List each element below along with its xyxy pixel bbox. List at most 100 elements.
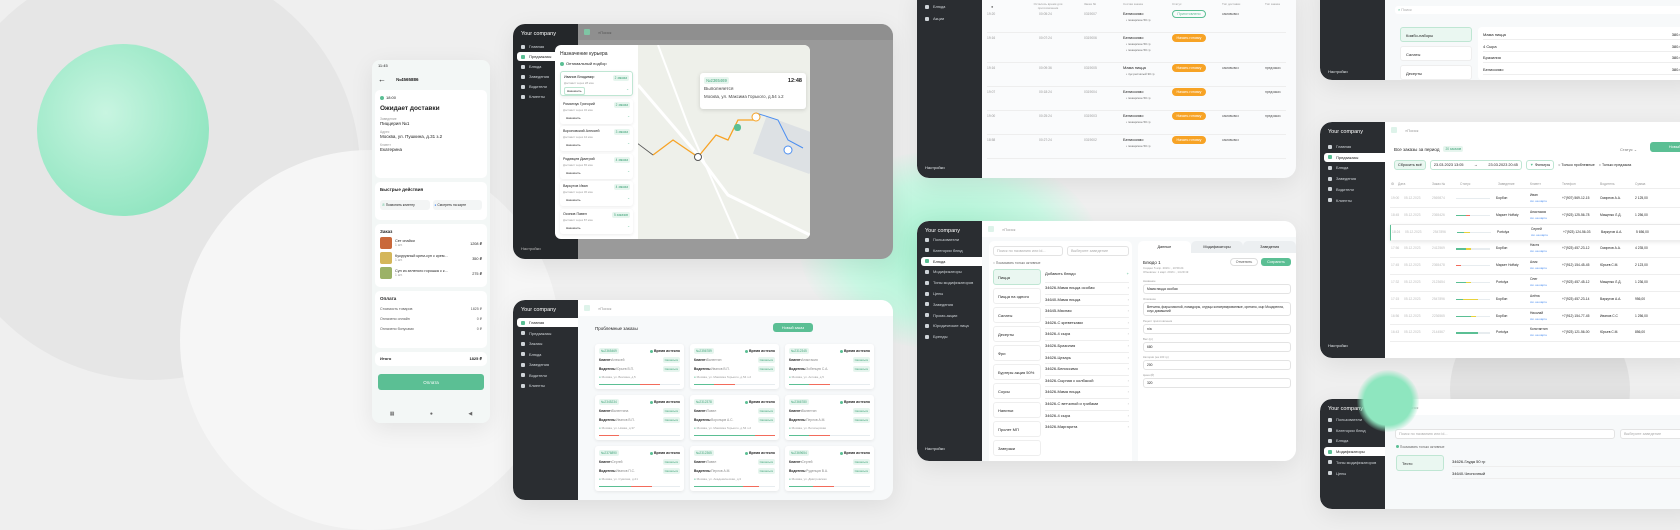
back-nav-icon[interactable]: ◀	[468, 411, 473, 417]
field-input[interactable]: 320	[1143, 378, 1291, 388]
contact-button[interactable]: Связаться	[852, 459, 870, 465]
settings-link[interactable]: Настройки	[521, 246, 541, 251]
assign-button[interactable]: Назначить	[563, 168, 584, 177]
dish-item[interactable]: 34626-4 сыра ›	[1045, 328, 1129, 336]
sidebar-item[interactable]: Цены	[1324, 469, 1385, 478]
map[interactable]: №2365469 12:48 Выполняется Москва, ул. Ма…	[617, 45, 810, 239]
column-header[interactable]: Дата	[1398, 182, 1406, 186]
contact-button[interactable]: Связаться	[757, 459, 775, 465]
combo-search[interactable]: ⌕ Поиск	[1395, 6, 1680, 14]
map-link[interactable]: см. на карте	[1530, 333, 1548, 338]
sidebar-item[interactable]: Водители	[517, 371, 578, 380]
contact-button[interactable]: Связаться	[662, 459, 680, 465]
start-cooking-button[interactable]: Начать готовку	[1172, 112, 1206, 120]
assign-button[interactable]: Назначить	[564, 87, 585, 95]
settings-link[interactable]: Настройки	[1328, 69, 1348, 74]
table-row[interactable]: 17:15 05.12.2023 2547896 Борбон Алёна см. на …	[1390, 292, 1680, 309]
search-input[interactable]: Поиск	[1004, 226, 1016, 232]
assign-button[interactable]: Назначить	[563, 113, 584, 122]
problem-order-card[interactable]: №2356789 Время истекло Клиент:Валентин Связ…	[690, 344, 779, 389]
category-item[interactable]: Бургеры акция 50%	[993, 364, 1041, 380]
problem-order-card[interactable]: №2345234 Время истекло Клиент:Валентина Свя…	[595, 395, 684, 440]
contact-button[interactable]: Связаться	[852, 417, 870, 423]
column-header[interactable]: Телефон	[1562, 182, 1576, 186]
dish-item[interactable]: 34640-Мама пицца ›	[1045, 293, 1129, 302]
new-order-button[interactable]: Новый заказ	[1650, 142, 1680, 152]
contact-button[interactable]: Связаться	[662, 468, 680, 474]
expand-icon[interactable]: ⌄	[627, 223, 630, 228]
call-client-button[interactable]: ✆ Позвонить клиенту	[380, 200, 430, 210]
sidebar-item[interactable]: Заведения	[1324, 174, 1385, 183]
sidebar-item[interactable]: Блюда	[1324, 436, 1385, 445]
sidebar-item[interactable]: Предзаказы	[1324, 152, 1385, 162]
date-range-input[interactable]: 23.03.2023 13:05 → 23.03.2023 20:45	[1429, 160, 1522, 170]
map-link[interactable]: см. на карте	[1530, 299, 1548, 304]
table-row[interactable]: 17:45 05.12.2023 2365478 Маркет Hoffaty Алик…	[1390, 258, 1680, 275]
field-input[interactable]: 680	[1143, 342, 1291, 352]
contact-button[interactable]: Связаться	[852, 366, 870, 372]
category-item[interactable]: Десерты	[993, 326, 1041, 342]
cancel-button[interactable]: Отменить	[1230, 258, 1258, 266]
expand-icon[interactable]: ⌄	[627, 113, 630, 118]
sidebar-item[interactable]: Цены	[921, 289, 982, 298]
category-item[interactable]: Напитки	[993, 402, 1041, 418]
optimal-toggle[interactable]: Оптимальный подбор	[560, 61, 607, 66]
tab-2[interactable]: Заведения	[1243, 241, 1296, 253]
dish-search-input[interactable]: Поиск по названию или id...	[993, 246, 1063, 256]
table-row[interactable]: 16:43 05.12.2023 2144567 Portolya Константин…	[1390, 325, 1680, 343]
reset-filters-button[interactable]: Сбросить всё	[1394, 160, 1426, 170]
map-link[interactable]: см. на карте	[1530, 215, 1548, 220]
sidebar-item[interactable]: Клиенты	[517, 92, 578, 101]
dish-item[interactable]: 34626-С креветками ›	[1045, 316, 1129, 325]
field-input[interactable]: Мама пицца особая	[1143, 284, 1291, 294]
table-row[interactable]: 19:00 05.12.2023 2569874 Борбон Иван см. на к…	[1390, 191, 1680, 208]
map-link[interactable]: см. на карте	[1530, 316, 1548, 321]
category-item[interactable]: Десерты	[1400, 65, 1472, 80]
dish-item[interactable]: 34645-Мясная ›	[1045, 305, 1129, 313]
courier-card[interactable]: Осипов Павел 5 заказов Доставит через 87 м…	[560, 208, 633, 234]
sidebar-item[interactable]: Категории блюд	[1324, 426, 1385, 435]
sidebar-item[interactable]: Типы модификаторов	[921, 278, 982, 287]
expand-icon[interactable]: ⌄	[626, 87, 629, 91]
category-item[interactable]: Пролет МП	[993, 421, 1041, 437]
sidebar-item[interactable]: Пользователи	[921, 235, 982, 244]
dish-item[interactable]: 34626-Цезарь ›	[1045, 351, 1129, 360]
map-link[interactable]: см. на карте	[1531, 232, 1549, 237]
expand-icon[interactable]: ⌄	[627, 196, 630, 200]
search-input[interactable]: Поиск	[1407, 127, 1419, 133]
column-header[interactable]: Статус	[1460, 182, 1471, 186]
search-input[interactable]: Поиск	[600, 29, 612, 35]
only-problem-checkbox[interactable]: ○ Только проблемные	[1558, 163, 1595, 167]
grid-icon[interactable]	[1391, 127, 1397, 133]
field-input[interactable]: Ветчина, фарш мясной, помидоры, огурцы к…	[1143, 302, 1291, 316]
category-item[interactable]: Тесто	[1396, 455, 1444, 471]
category-item[interactable]: Фри	[993, 345, 1041, 361]
sidebar-item[interactable]: Промо-акции	[921, 311, 982, 320]
modifier-item[interactable]: 34626-Гауда 50 гр	[1452, 459, 1680, 467]
contact-button[interactable]: Связаться	[757, 366, 775, 372]
dish-item[interactable]: 34626-С ветчиной и грибами ›	[1045, 398, 1129, 406]
sidebar-item[interactable]: Главная	[517, 42, 578, 51]
category-item[interactable]: Пицца	[993, 269, 1041, 285]
sidebar-item[interactable]: Блюда	[517, 62, 578, 71]
contact-button[interactable]: Связаться	[852, 468, 870, 474]
sidebar-item[interactable]: Пользователи	[1324, 415, 1385, 424]
contact-button[interactable]: Связаться	[662, 357, 680, 363]
dish-item[interactable]: 34626-Маргарита ›	[1045, 421, 1129, 429]
sidebar-item[interactable]: Клиенты	[517, 381, 578, 390]
contact-button[interactable]: Связаться	[852, 408, 870, 414]
active-only-checkbox[interactable]: ○ Показывать только активные	[993, 261, 1041, 265]
sidebar-item[interactable]: Главная	[1324, 142, 1385, 151]
table-row[interactable]: 17:56 05.12.2023 2412569 Борбон Настя см. на …	[1390, 241, 1680, 259]
company-switcher[interactable]: Your company	[925, 228, 960, 234]
expand-icon[interactable]: ⌄	[627, 141, 630, 145]
problem-order-card[interactable]: №2365469 Время истекло Клиент:Алексей Связа…	[595, 344, 684, 389]
start-cooking-button[interactable]: Начать готовку	[1172, 88, 1206, 96]
tab-0[interactable]: Данные	[1138, 241, 1191, 253]
problem-order-card[interactable]: №2376890 Время истекло Клиент:Сергей Связат…	[595, 446, 684, 491]
add-dish-button[interactable]: Добавить блюдо +	[1045, 271, 1129, 276]
sidebar-item[interactable]: Модификаторы	[921, 267, 982, 276]
category-item[interactable]: Завтраки	[993, 440, 1041, 456]
pay-button[interactable]: Оплата	[378, 374, 484, 390]
home-icon[interactable]: ●	[429, 411, 433, 417]
